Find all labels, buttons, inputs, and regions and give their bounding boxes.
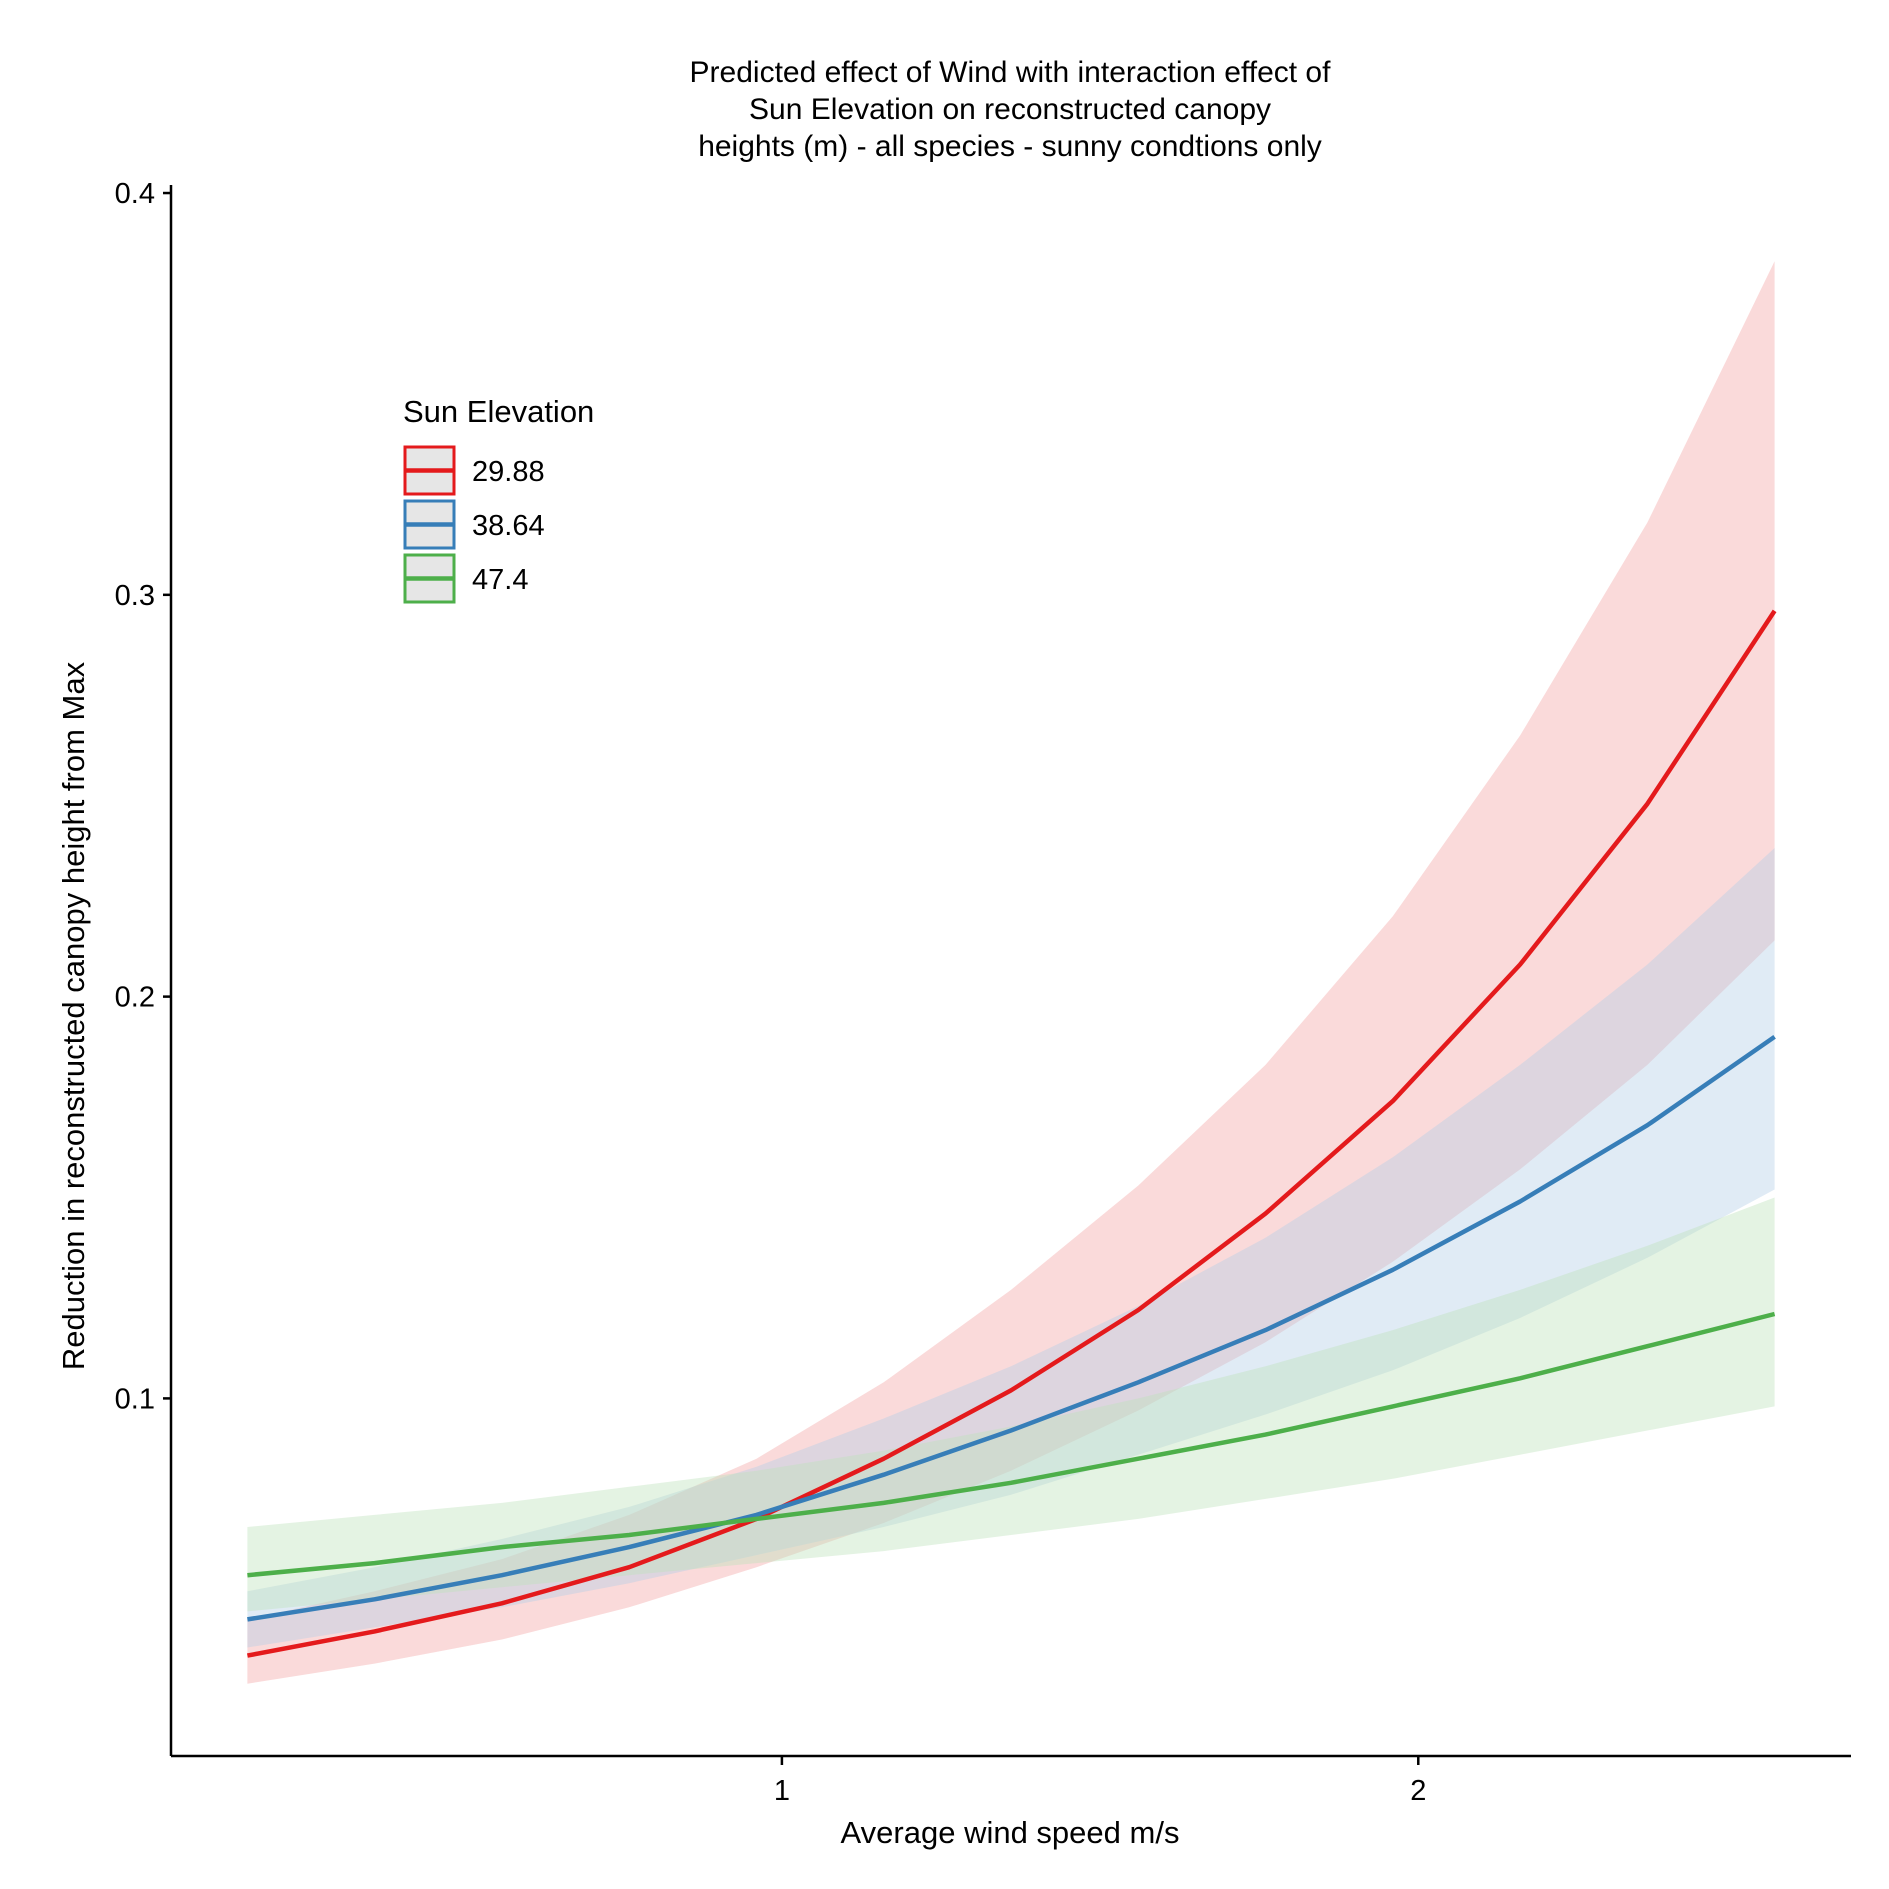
legend-item-1: 38.64 [403, 499, 545, 550]
y-tick-label: 0.1 [115, 1383, 155, 1415]
y-axis-ticks: 0.1 0.2 0.3 0.4 [115, 178, 171, 1415]
x-tick-label: 2 [1410, 1775, 1426, 1807]
legend-label: 47.4 [472, 564, 528, 596]
legend-title: Sun Elevation [403, 394, 594, 429]
x-axis-title: Average wind speed m/s [841, 1815, 1180, 1850]
series-line-1 [247, 1034, 1776, 1622]
confidence-bands [247, 261, 1775, 1684]
confidence-band-2 [247, 1197, 1775, 1612]
y-axis-title: Reduction in reconstructed canopy height… [56, 661, 91, 1370]
legend-label: 38.64 [472, 510, 545, 542]
series-lines [246, 609, 1777, 1658]
legend-items: 29.88 38.64 47.4 [403, 445, 545, 604]
chart-title-line-3: heights (m) - all species - sunny condti… [698, 130, 1322, 163]
y-tick-label: 0.2 [115, 982, 155, 1014]
y-tick-label: 0.3 [115, 580, 155, 612]
confidence-band-1 [247, 848, 1775, 1648]
legend-item-0: 29.88 [403, 445, 545, 496]
confidence-band-0 [247, 261, 1775, 1684]
series-line-0 [246, 609, 1777, 1658]
legend-item-2: 47.4 [403, 553, 528, 604]
chart-title: Predicted effect of Wind with interactio… [690, 56, 1332, 163]
series-line-2 [247, 1311, 1776, 1578]
legend-label: 29.88 [472, 456, 545, 488]
chart-title-line-2: Sun Elevation on reconstructed canopy [749, 93, 1271, 126]
chart-title-line-1: Predicted effect of Wind with interactio… [690, 56, 1332, 89]
x-tick-label: 1 [774, 1775, 790, 1807]
legend: Sun Elevation 29.88 38.64 47.4 [403, 394, 594, 604]
y-tick-label: 0.4 [115, 178, 155, 210]
